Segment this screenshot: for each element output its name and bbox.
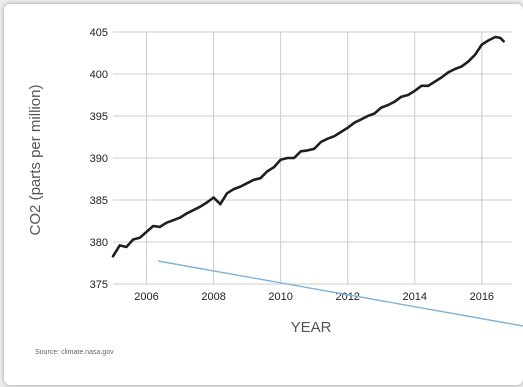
x-tick-label: 2008: [201, 291, 225, 303]
y-tick-label: 395: [90, 111, 108, 123]
x-tick-label: 2010: [268, 291, 292, 303]
y-tick-label: 390: [90, 153, 108, 165]
y-axis-title: CO2 (parts per million): [27, 85, 44, 236]
x-tick-labels: 2006 2008 2010 2012 2014 2016: [134, 291, 494, 303]
co2-series-line: [111, 35, 505, 258]
y-tick-label: 400: [90, 69, 108, 81]
chart-card: [4, 4, 523, 385]
y-tick-label: 405: [90, 27, 108, 39]
y-tick-label: 375: [90, 279, 108, 291]
x-axis-title: YEAR: [291, 319, 332, 336]
y-tick-label: 385: [90, 195, 108, 207]
x-tick-label: 2006: [134, 291, 158, 303]
y-tick-labels: 375 380 385 390 395 400 405: [90, 27, 108, 291]
x-tick-label: 2016: [470, 291, 494, 303]
y-tick-label: 380: [90, 237, 108, 249]
x-tick-label: 2014: [403, 291, 427, 303]
source-note: Source: climate.nasa.gov: [35, 349, 114, 356]
overlay-line: [157, 260, 523, 327]
grid-lines: [113, 31, 512, 285]
